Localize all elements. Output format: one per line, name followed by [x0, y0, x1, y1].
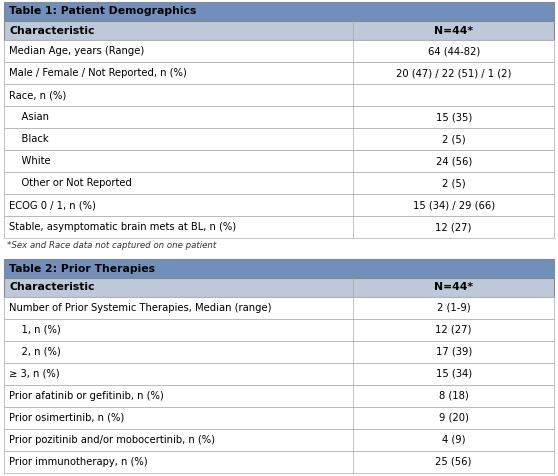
- Text: N=44*: N=44*: [434, 282, 473, 292]
- Bar: [4, 40, 554, 62]
- Text: 8 (18): 8 (18): [439, 391, 469, 401]
- Text: 1, n (%): 1, n (%): [9, 325, 61, 335]
- Bar: [4, 84, 554, 106]
- Text: 2 (1-9): 2 (1-9): [437, 303, 470, 313]
- Text: 9 (20): 9 (20): [439, 413, 469, 423]
- Text: Stable, asymptomatic brain mets at BL, n (%): Stable, asymptomatic brain mets at BL, n…: [9, 222, 236, 232]
- Text: 2, n (%): 2, n (%): [9, 347, 61, 357]
- Text: Characteristic: Characteristic: [9, 26, 94, 36]
- Text: Characteristic: Characteristic: [9, 282, 94, 292]
- Bar: [4, 62, 554, 84]
- Text: 12 (27): 12 (27): [435, 325, 472, 335]
- Text: 20 (47) / 22 (51) / 1 (2): 20 (47) / 22 (51) / 1 (2): [396, 68, 511, 78]
- Text: 12 (27): 12 (27): [435, 222, 472, 232]
- Bar: [4, 341, 554, 363]
- Bar: [4, 429, 554, 451]
- Text: Black: Black: [9, 134, 49, 144]
- Bar: [4, 278, 554, 297]
- Text: 2 (5): 2 (5): [442, 178, 465, 188]
- Text: 4 (9): 4 (9): [442, 435, 465, 445]
- Bar: [4, 385, 554, 407]
- Text: 15 (34) / 29 (66): 15 (34) / 29 (66): [412, 200, 495, 210]
- Text: *Sex and Race data not captured on one patient: *Sex and Race data not captured on one p…: [7, 241, 217, 250]
- Bar: [4, 216, 554, 238]
- Text: Male / Female / Not Reported, n (%): Male / Female / Not Reported, n (%): [9, 68, 187, 78]
- Bar: [4, 150, 554, 172]
- Bar: [4, 297, 554, 319]
- Text: Median Age, years (Range): Median Age, years (Range): [9, 46, 145, 56]
- Text: Prior osimertinib, n (%): Prior osimertinib, n (%): [9, 413, 124, 423]
- Text: White: White: [9, 156, 51, 166]
- Bar: [4, 363, 554, 385]
- Text: 17 (39): 17 (39): [435, 347, 472, 357]
- Bar: [4, 128, 554, 150]
- Text: 25 (56): 25 (56): [435, 457, 472, 467]
- Bar: [4, 2, 554, 21]
- Text: N=44*: N=44*: [434, 26, 473, 36]
- Bar: [4, 407, 554, 429]
- Bar: [4, 319, 554, 341]
- Bar: [4, 21, 554, 40]
- Text: Other or Not Reported: Other or Not Reported: [9, 178, 132, 188]
- Text: 2 (5): 2 (5): [442, 134, 465, 144]
- Text: Asian: Asian: [9, 112, 49, 122]
- Text: Prior afatinib or gefitinib, n (%): Prior afatinib or gefitinib, n (%): [9, 391, 163, 401]
- Text: ≥ 3, n (%): ≥ 3, n (%): [9, 369, 60, 379]
- Text: 15 (34): 15 (34): [436, 369, 472, 379]
- Text: Table 2: Prior Therapies: Table 2: Prior Therapies: [9, 264, 155, 274]
- Text: 64 (44-82): 64 (44-82): [427, 46, 480, 56]
- Text: Prior pozitinib and/or mobocertinib, n (%): Prior pozitinib and/or mobocertinib, n (…: [9, 435, 215, 445]
- Text: Table 1: Patient Demographics: Table 1: Patient Demographics: [9, 7, 196, 17]
- Bar: [4, 106, 554, 128]
- Bar: [4, 194, 554, 216]
- Text: ECOG 0 / 1, n (%): ECOG 0 / 1, n (%): [9, 200, 96, 210]
- Bar: [4, 172, 554, 194]
- Text: 24 (56): 24 (56): [435, 156, 472, 166]
- Text: Prior immunotherapy, n (%): Prior immunotherapy, n (%): [9, 457, 148, 467]
- Text: Race, n (%): Race, n (%): [9, 90, 66, 100]
- Bar: [4, 451, 554, 473]
- Bar: [4, 259, 554, 278]
- Text: Number of Prior Systemic Therapies, Median (range): Number of Prior Systemic Therapies, Medi…: [9, 303, 272, 313]
- Text: 15 (35): 15 (35): [435, 112, 472, 122]
